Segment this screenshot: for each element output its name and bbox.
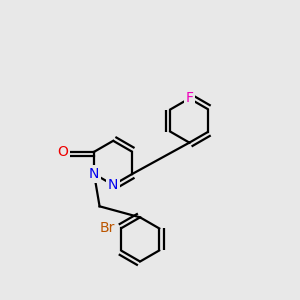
Text: N: N — [108, 178, 119, 192]
Text: O: O — [57, 145, 68, 159]
Text: F: F — [185, 92, 194, 106]
Text: Br: Br — [100, 221, 116, 236]
Text: N: N — [89, 167, 99, 181]
